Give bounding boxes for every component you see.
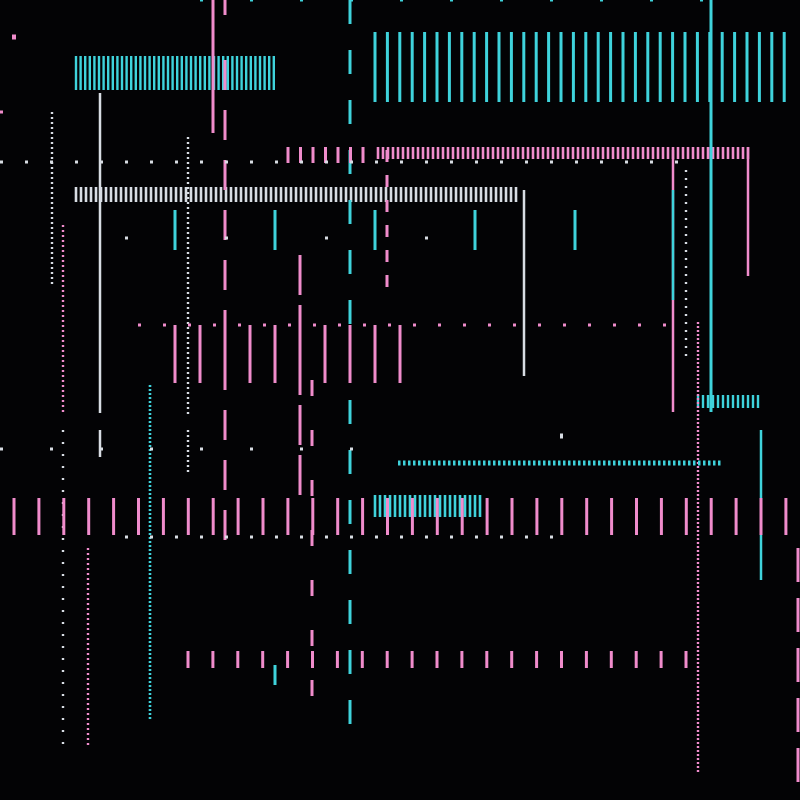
page: (() => { const data = JSON.parse(documen… xyxy=(0,0,800,782)
canvas xyxy=(0,0,800,782)
